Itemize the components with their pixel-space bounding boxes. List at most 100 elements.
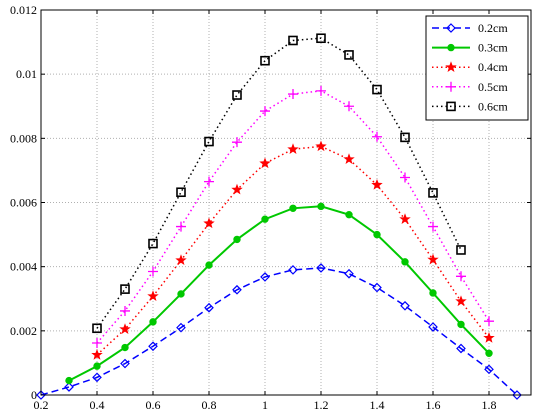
y-tick-label: 0.012 xyxy=(10,3,37,17)
plus-marker xyxy=(260,106,270,117)
diamond-marker xyxy=(400,300,410,311)
y-tick-label: 0.008 xyxy=(10,131,37,145)
legend-label: 0.5cm xyxy=(478,80,508,94)
square-marker xyxy=(232,90,242,100)
legend-item: 0.5cm xyxy=(432,80,508,94)
circle-marker xyxy=(233,235,241,244)
square-marker xyxy=(344,50,354,60)
diamond-marker xyxy=(344,268,354,279)
x-tick-label: 1.2 xyxy=(314,398,329,412)
plus-marker xyxy=(428,221,438,232)
circle-marker xyxy=(429,289,437,297)
series-0.3cm xyxy=(65,202,493,385)
x-tick-label: 0.4 xyxy=(90,398,105,412)
legend-label: 0.3cm xyxy=(478,41,508,55)
plus-marker xyxy=(120,305,130,316)
diamond-marker xyxy=(176,322,186,333)
legend-label: 0.6cm xyxy=(478,99,508,113)
circle-marker xyxy=(373,230,381,239)
diamond-marker xyxy=(64,382,74,392)
star-marker xyxy=(455,295,467,307)
star-marker xyxy=(343,153,355,165)
plus-marker xyxy=(232,137,242,148)
star-marker xyxy=(203,217,215,229)
star-marker xyxy=(287,143,299,155)
y-tick-label: 0.01 xyxy=(16,67,37,81)
circle-marker xyxy=(65,376,73,385)
diamond-marker xyxy=(288,265,298,275)
plus-marker xyxy=(446,81,456,92)
legend-item: 0.6cm xyxy=(432,99,508,113)
star-marker xyxy=(231,183,243,195)
circle-marker xyxy=(457,320,465,329)
star-marker xyxy=(399,213,411,225)
x-tick-label: 1.4 xyxy=(370,398,385,412)
square-marker xyxy=(316,33,326,44)
square-marker xyxy=(260,55,270,66)
plus-marker xyxy=(176,221,186,232)
circle-marker xyxy=(317,202,325,211)
circle-marker xyxy=(149,318,157,326)
star-marker xyxy=(445,61,457,73)
plus-marker xyxy=(316,85,326,96)
circle-marker xyxy=(93,362,101,370)
plus-marker xyxy=(484,316,494,327)
star-marker xyxy=(371,178,383,190)
series-line xyxy=(40,267,518,396)
legend-item: 0.2cm xyxy=(432,21,508,35)
circle-marker xyxy=(485,349,493,357)
plus-marker xyxy=(204,176,214,187)
legend: 0.2cm 0.3cm 0.4cm 0.5cm 0.6cm xyxy=(425,15,529,121)
diamond-marker xyxy=(316,263,326,273)
y-tick-label: 0.002 xyxy=(10,324,37,338)
star-marker xyxy=(315,140,327,152)
series-0.2cm xyxy=(36,263,522,400)
square-marker xyxy=(428,188,438,198)
plus-marker xyxy=(344,101,354,112)
star-marker xyxy=(427,253,439,265)
plus-marker xyxy=(400,172,410,183)
x-tick-label: 1 xyxy=(262,398,268,412)
diamond-marker xyxy=(204,302,214,313)
circle-marker xyxy=(447,43,455,52)
y-tick-label: 0.006 xyxy=(10,196,37,210)
plus-marker xyxy=(456,271,466,282)
plot-series xyxy=(36,33,522,400)
legend-item: 0.3cm xyxy=(432,41,508,55)
star-marker xyxy=(483,331,495,343)
series-0.5cm xyxy=(92,85,494,349)
series-0.6cm xyxy=(92,33,466,334)
x-tick-label: 0.6 xyxy=(146,398,161,412)
diamond-marker xyxy=(92,372,102,383)
square-marker xyxy=(148,238,158,249)
circle-marker xyxy=(345,210,353,219)
star-marker xyxy=(147,290,159,302)
diamond-marker xyxy=(446,23,456,33)
legend-label: 0.2cm xyxy=(478,21,508,35)
star-marker xyxy=(119,323,131,335)
star-marker xyxy=(175,254,187,266)
x-tick-label: 1.6 xyxy=(426,398,441,412)
star-marker xyxy=(259,157,271,169)
x-tick-label: 1.8 xyxy=(482,398,497,412)
circle-marker xyxy=(205,261,213,269)
plus-marker xyxy=(288,89,298,100)
series-line xyxy=(96,90,490,344)
square-marker xyxy=(204,136,214,147)
plus-marker xyxy=(372,131,382,142)
x-tick-label: 0.2 xyxy=(34,398,49,412)
square-marker xyxy=(446,101,456,112)
diamond-marker xyxy=(512,390,522,400)
diamond-marker xyxy=(232,284,242,295)
series-line xyxy=(68,205,490,382)
legend-label: 0.4cm xyxy=(478,60,508,74)
circle-marker xyxy=(401,258,409,266)
circle-marker xyxy=(289,204,297,212)
diamond-marker xyxy=(456,343,466,354)
diamond-marker xyxy=(36,390,46,400)
series-0.4cm xyxy=(91,140,495,360)
plus-marker xyxy=(148,266,158,277)
axis-ticks: 0.2 0.4 0.6 0.8 1 1.2 1.4 1.6 1.8 0 0.002 0.004 0.00… xyxy=(10,3,531,412)
square-marker xyxy=(176,187,186,198)
